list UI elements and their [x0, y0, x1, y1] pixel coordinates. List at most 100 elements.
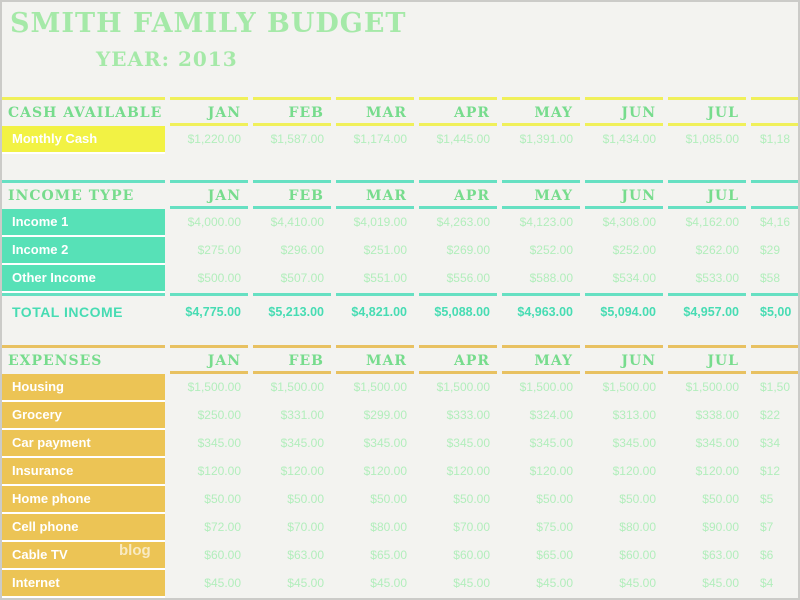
cell-value[interactable]: $120.00 — [529, 464, 573, 478]
month-header-feb[interactable]: FEB — [253, 180, 331, 209]
cell-value[interactable]: $507.00 — [280, 271, 324, 285]
cell-value[interactable]: $4,000.00 — [187, 215, 241, 229]
cell-value[interactable]: $533.00 — [695, 271, 739, 285]
cell-value[interactable]: $50.00 — [370, 492, 407, 506]
cell-value[interactable]: $120.00 — [280, 464, 324, 478]
cell-value[interactable]: $90.00 — [702, 520, 739, 534]
row-label[interactable]: Internet — [2, 570, 165, 598]
cell-value[interactable]: $262.00 — [695, 243, 739, 257]
cell-value-clipped[interactable]: $58 — [760, 271, 781, 285]
cell-value-clipped[interactable]: $5 — [760, 492, 774, 506]
cell-value[interactable]: $1,220.00 — [187, 132, 241, 146]
cell-value[interactable]: $45.00 — [619, 576, 656, 590]
cell-value[interactable]: $1,174.00 — [353, 132, 407, 146]
cell-value[interactable]: $60.00 — [453, 548, 490, 562]
expenses-section-header[interactable]: EXPENSES — [2, 345, 165, 374]
total-value[interactable]: $4,957.00 — [668, 293, 746, 323]
year-cell[interactable]: YEAR: 2013 — [96, 48, 798, 70]
cell-value[interactable]: $45.00 — [287, 576, 324, 590]
month-header-jan[interactable]: JAN — [170, 345, 248, 374]
month-header-jun[interactable]: JUN — [585, 345, 663, 374]
month-header-mar[interactable]: MAR — [336, 180, 414, 209]
row-label[interactable]: Income 2 — [2, 237, 165, 265]
total-value-clipped[interactable]: $5,00 — [751, 293, 798, 323]
total-value[interactable]: $4,821.00 — [336, 293, 414, 323]
month-header-may[interactable]: MAY — [502, 345, 580, 374]
cell-value[interactable]: $45.00 — [536, 576, 573, 590]
month-header-apr[interactable]: APR — [419, 97, 497, 126]
month-header-aug-clipped[interactable] — [751, 180, 798, 209]
cell-value[interactable]: $534.00 — [612, 271, 656, 285]
cell-value[interactable]: $1,434.00 — [602, 132, 656, 146]
cell-value[interactable]: $269.00 — [446, 243, 490, 257]
cell-value-clipped[interactable]: $4 — [760, 576, 774, 590]
cell-value[interactable]: $1,085.00 — [685, 132, 739, 146]
cell-value-clipped[interactable]: $22 — [760, 408, 781, 422]
month-header-apr[interactable]: APR — [419, 180, 497, 209]
cell-value[interactable]: $252.00 — [529, 243, 573, 257]
cell-value[interactable]: $588.00 — [529, 271, 573, 285]
total-value[interactable]: $4,963.00 — [502, 293, 580, 323]
cell-value[interactable]: $60.00 — [619, 548, 656, 562]
cell-value[interactable]: $50.00 — [619, 492, 656, 506]
cell-value[interactable]: $1,500.00 — [519, 380, 573, 394]
cell-value[interactable]: $345.00 — [197, 436, 241, 450]
cell-value[interactable]: $1,500.00 — [685, 380, 739, 394]
total-value[interactable]: $5,094.00 — [585, 293, 663, 323]
cell-value[interactable]: $120.00 — [363, 464, 407, 478]
month-header-jul[interactable]: JUL — [668, 97, 746, 126]
month-header-jan[interactable]: JAN — [170, 97, 248, 126]
cell-value[interactable]: $70.00 — [287, 520, 324, 534]
month-header-apr[interactable]: APR — [419, 345, 497, 374]
cell-value[interactable]: $250.00 — [197, 408, 241, 422]
cell-value-clipped[interactable]: $1,18 — [760, 132, 791, 146]
cell-value[interactable]: $63.00 — [702, 548, 739, 562]
cell-value[interactable]: $331.00 — [280, 408, 324, 422]
cell-value[interactable]: $45.00 — [453, 576, 490, 590]
row-label[interactable]: Insurance — [2, 458, 165, 486]
month-header-jun[interactable]: JUN — [585, 97, 663, 126]
row-label[interactable]: Cell phone — [2, 514, 165, 542]
total-value[interactable]: $4,775.00 — [170, 293, 248, 323]
row-label[interactable]: Housing — [2, 374, 165, 402]
month-header-feb[interactable]: FEB — [253, 97, 331, 126]
cell-value[interactable]: $345.00 — [695, 436, 739, 450]
month-header-aug-clipped[interactable] — [751, 97, 798, 126]
cell-value[interactable]: $345.00 — [612, 436, 656, 450]
month-header-jan[interactable]: JAN — [170, 180, 248, 209]
cell-value[interactable]: $120.00 — [197, 464, 241, 478]
month-header-feb[interactable]: FEB — [253, 345, 331, 374]
month-header-may[interactable]: MAY — [502, 97, 580, 126]
cash-section-header[interactable]: CASH AVAILABLE — [2, 97, 165, 126]
cell-value[interactable]: $50.00 — [287, 492, 324, 506]
cell-value[interactable]: $1,500.00 — [353, 380, 407, 394]
cell-value[interactable]: $551.00 — [363, 271, 407, 285]
cell-value[interactable]: $338.00 — [695, 408, 739, 422]
cell-value[interactable]: $65.00 — [536, 548, 573, 562]
cell-value[interactable]: $45.00 — [204, 576, 241, 590]
cell-value-clipped[interactable]: $34 — [760, 436, 781, 450]
total-value[interactable]: $5,088.00 — [419, 293, 497, 323]
cell-value-clipped[interactable]: $7 — [760, 520, 774, 534]
cell-value[interactable]: $1,445.00 — [436, 132, 490, 146]
month-header-jul[interactable]: JUL — [668, 345, 746, 374]
cell-value[interactable]: $252.00 — [612, 243, 656, 257]
month-header-may[interactable]: MAY — [502, 180, 580, 209]
cell-value[interactable]: $70.00 — [453, 520, 490, 534]
row-label[interactable]: Monthly Cash — [2, 126, 165, 154]
cell-value[interactable]: $4,162.00 — [685, 215, 739, 229]
cell-value[interactable]: $1,500.00 — [602, 380, 656, 394]
cell-value[interactable]: $4,308.00 — [602, 215, 656, 229]
cell-value[interactable]: $1,587.00 — [270, 132, 324, 146]
cell-value-clipped[interactable]: $12 — [760, 464, 781, 478]
cell-value[interactable]: $1,500.00 — [436, 380, 490, 394]
cell-value-clipped[interactable]: $4,16 — [760, 215, 791, 229]
cell-value[interactable]: $72.00 — [204, 520, 241, 534]
cell-value-clipped[interactable]: $6 — [760, 548, 774, 562]
cell-value[interactable]: $4,123.00 — [519, 215, 573, 229]
cell-value[interactable]: $50.00 — [204, 492, 241, 506]
cell-value[interactable]: $60.00 — [204, 548, 241, 562]
cell-value[interactable]: $45.00 — [702, 576, 739, 590]
month-header-aug-clipped[interactable] — [751, 345, 798, 374]
cell-value[interactable]: $4,019.00 — [353, 215, 407, 229]
